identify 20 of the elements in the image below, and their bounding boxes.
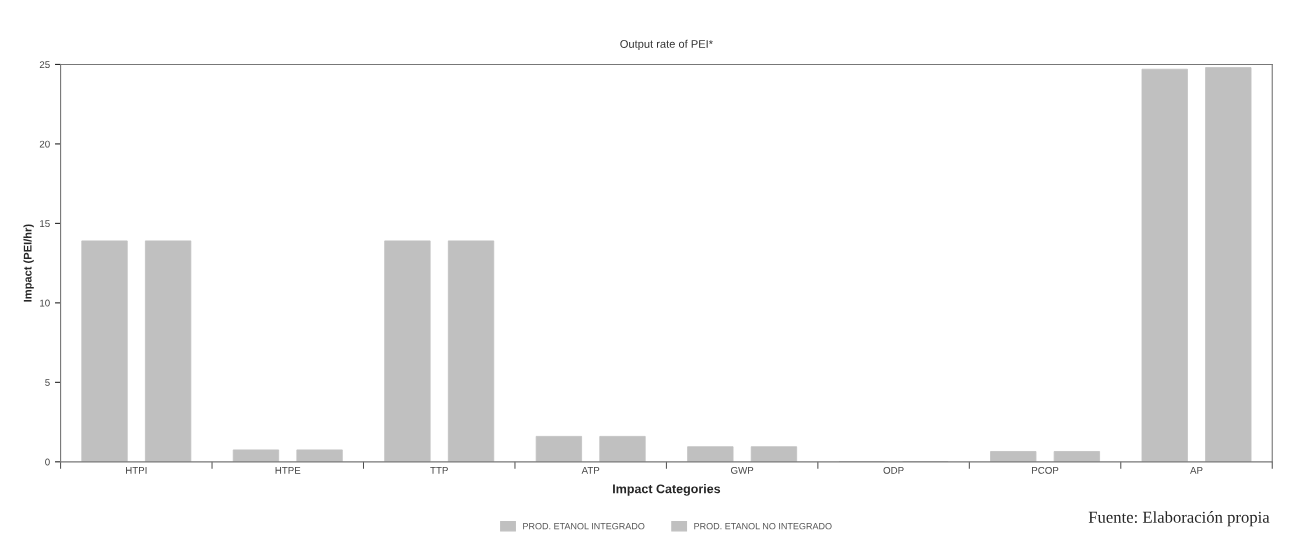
chart-title: Output rate of PEI* (620, 39, 713, 51)
x-tick-label: HTPE (275, 467, 301, 474)
y-tick-label: 15 (40, 220, 50, 228)
x-tick-label: AP (1190, 467, 1203, 474)
x-tick-label: GWP (731, 466, 754, 474)
x-tick-label: HTPI (126, 467, 147, 474)
legend-label: PROD. ETANOL INTEGRADO (523, 522, 645, 530)
legend-label: PROD. ETANOL NO INTEGRADO (694, 522, 832, 530)
y-axis-title: Impact (PEI/hr) (23, 224, 34, 302)
y-tick-label: 0 (45, 458, 50, 466)
x-tick-label: TTP (430, 467, 448, 474)
source-note: Fuente: Elaboración propia (1088, 511, 1270, 527)
y-tick-label: 25 (39, 61, 50, 69)
x-tick-label: PCOP (1032, 466, 1059, 474)
y-tick-label: 5 (45, 379, 50, 386)
x-tick-label: ODP (883, 466, 904, 474)
x-axis-title: Impact Categories (613, 484, 721, 496)
y-tick-label: 10 (40, 299, 50, 307)
y-tick-label: 20 (39, 140, 50, 148)
x-tick-label: ATP (581, 467, 600, 474)
